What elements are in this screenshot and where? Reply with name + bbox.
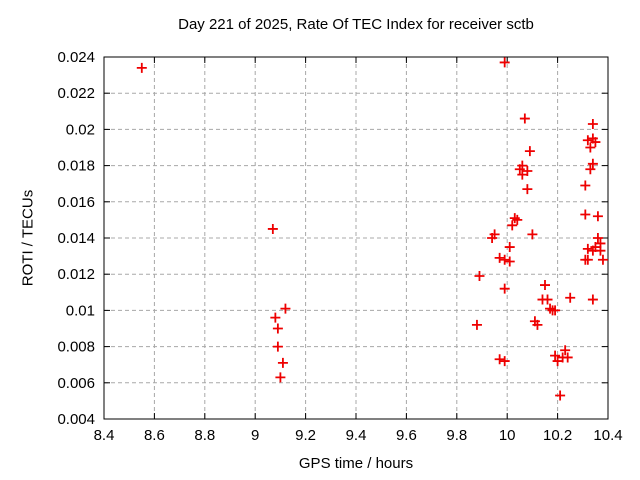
data-point-marker (494, 354, 505, 365)
x-tick-label: 9.4 (346, 427, 367, 444)
y-tick-label: 0.022 (57, 85, 95, 102)
data-point-marker (272, 323, 283, 334)
data-point-marker (509, 213, 520, 224)
data-point-marker (587, 158, 598, 169)
data-point-marker (522, 166, 533, 177)
x-tick-label: 8.8 (194, 427, 215, 444)
data-point-marker (542, 294, 553, 305)
data-point-marker (504, 242, 515, 253)
data-point-marker (504, 256, 515, 267)
data-point-marker (592, 211, 603, 222)
data-point-marker (545, 303, 556, 314)
data-point-marker (474, 271, 485, 282)
y-tick-label: 0.004 (57, 411, 95, 428)
x-tick-label: 9 (251, 427, 259, 444)
data-point-marker (550, 305, 561, 316)
data-point-marker (517, 160, 528, 171)
data-point-marker (471, 319, 482, 330)
y-tick-label: 0.012 (57, 266, 95, 283)
data-point-marker (532, 319, 543, 330)
data-point-marker (560, 345, 571, 356)
data-point-marker (267, 223, 278, 234)
data-point-marker (580, 180, 591, 191)
data-point-marker (585, 142, 596, 153)
data-point-marker (277, 357, 288, 368)
data-point-marker (512, 214, 523, 225)
data-point-marker (507, 220, 518, 231)
data-point-marker (562, 352, 573, 363)
data-point-marker (552, 356, 563, 367)
data-point-marker (524, 146, 535, 157)
data-point-marker (499, 254, 510, 265)
chart-title: Day 221 of 2025, Rate Of TEC Index for r… (178, 16, 534, 33)
data-point-marker (499, 57, 510, 68)
data-point-marker (582, 243, 593, 254)
data-point-marker (587, 294, 598, 305)
x-tick-label: 8.6 (144, 427, 165, 444)
x-tick-label: 10.4 (593, 427, 622, 444)
data-point-marker (280, 303, 291, 314)
data-point-marker (590, 242, 601, 253)
data-point-marker (587, 118, 598, 129)
x-tick-label: 9.8 (446, 427, 467, 444)
y-tick-label: 0.014 (57, 230, 95, 247)
data-point-marker (499, 356, 510, 367)
data-point-marker (595, 245, 606, 256)
data-point-marker (489, 229, 500, 240)
y-tick-label: 0.01 (66, 302, 95, 319)
data-point-marker (494, 252, 505, 263)
data-point-marker (597, 254, 608, 265)
data-point-marker (585, 164, 596, 175)
y-tick-label: 0.006 (57, 375, 95, 392)
data-point-marker (550, 350, 561, 361)
x-tick-label: 10 (499, 427, 516, 444)
data-point-marker (519, 113, 530, 124)
y-tick-label: 0.018 (57, 158, 95, 175)
x-tick-label: 10.2 (543, 427, 572, 444)
data-point-marker (555, 390, 566, 401)
data-point-marker (517, 169, 528, 180)
data-point-marker (582, 254, 593, 265)
data-point-marker (580, 209, 591, 220)
data-point-marker (592, 233, 603, 243)
data-point-marker (275, 372, 286, 383)
data-point-marker (272, 341, 283, 352)
data-point-marker (540, 280, 550, 291)
y-tick-label: 0.008 (57, 339, 95, 356)
x-axis-label: GPS time / hours (298, 455, 414, 472)
y-axis-label: ROTI / TECUs (19, 189, 37, 287)
x-tick-label: 9.2 (295, 427, 316, 444)
data-point-marker (522, 184, 533, 195)
data-point-marker (582, 135, 593, 146)
y-tick-label: 0.02 (66, 121, 95, 138)
y-tick-label: 0.016 (57, 194, 95, 211)
data-point-marker (590, 137, 601, 148)
x-tick-label: 8.4 (94, 427, 115, 444)
data-point-marker (136, 62, 147, 73)
data-point-marker (499, 283, 510, 294)
x-tick-label: 9.6 (396, 427, 417, 444)
y-tick-label: 0.024 (57, 49, 95, 66)
data-point-marker (527, 229, 538, 240)
data-point-marker (565, 292, 576, 303)
data-point-marker (270, 312, 281, 323)
